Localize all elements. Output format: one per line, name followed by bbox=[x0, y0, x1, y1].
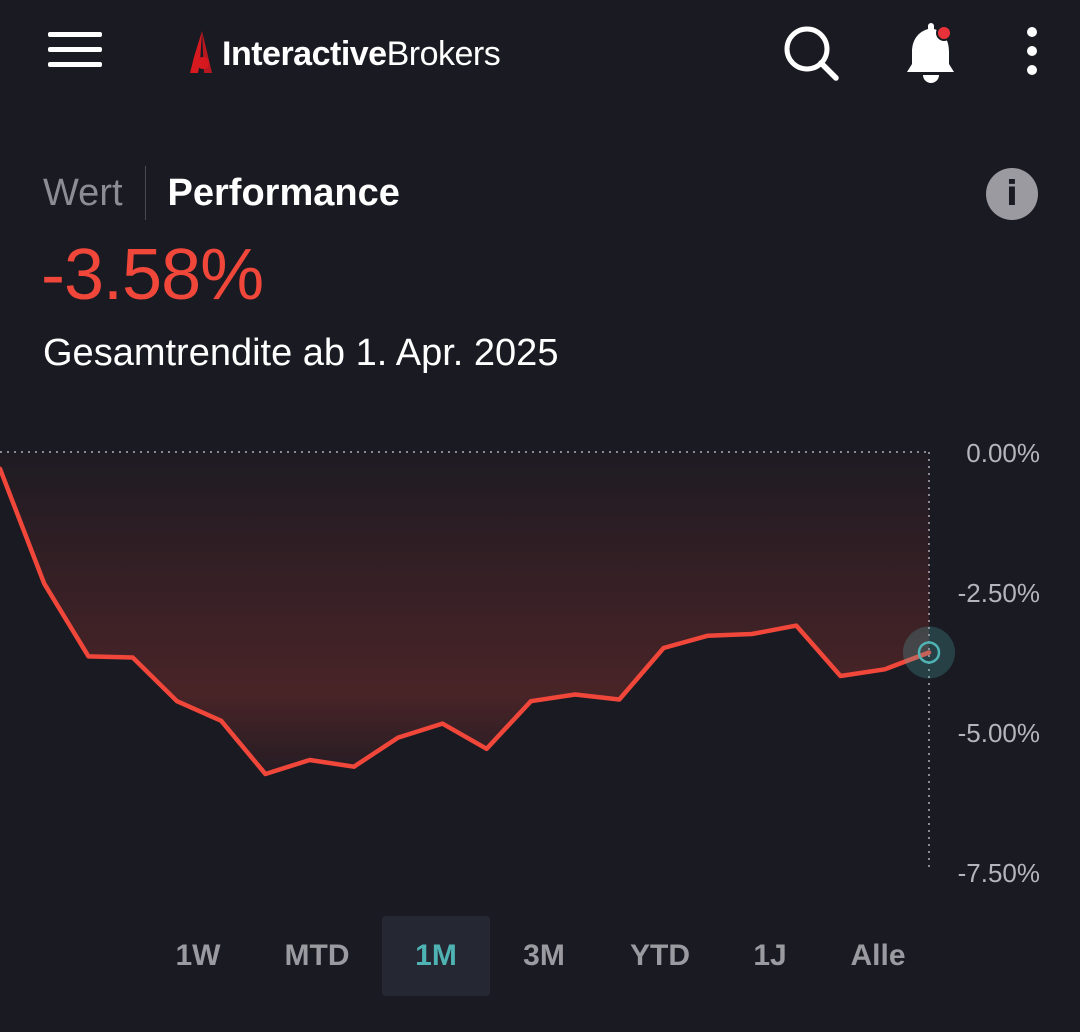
logo-mark-icon bbox=[190, 31, 212, 73]
search-icon[interactable] bbox=[780, 22, 844, 86]
series-line bbox=[0, 466, 932, 777]
y-tick-label: -5.00% bbox=[958, 718, 1040, 748]
y-tick-label: 0.00% bbox=[966, 438, 1040, 468]
tab-divider bbox=[144, 166, 146, 220]
bell-icon[interactable] bbox=[898, 22, 962, 86]
range-mtd[interactable]: MTD bbox=[284, 939, 350, 972]
logo-text-regular: Brokers bbox=[386, 34, 501, 73]
menu-icon[interactable] bbox=[44, 28, 104, 74]
tab-wert[interactable]: Wert bbox=[43, 171, 123, 214]
range-3m[interactable]: 3M bbox=[523, 939, 565, 972]
view-tabs: Wert Performance bbox=[43, 165, 400, 221]
performance-subtitle: Gesamtrendite ab 1. Apr. 2025 bbox=[43, 332, 559, 374]
y-tick-label: -2.50% bbox=[958, 578, 1040, 608]
top-bar: InteractiveBrokers bbox=[0, 0, 1080, 110]
range-1m[interactable]: 1M bbox=[382, 916, 490, 996]
time-range-selector: 1W MTD 1M 3M YTD 1J Alle bbox=[0, 916, 1080, 996]
performance-value: -3.58% bbox=[41, 235, 264, 315]
range-alle[interactable]: Alle bbox=[850, 939, 906, 972]
current-point-marker bbox=[917, 641, 941, 664]
logo-text: InteractiveBrokers bbox=[222, 34, 501, 74]
tab-performance[interactable]: Performance bbox=[167, 171, 400, 214]
series-area bbox=[0, 452, 929, 774]
notification-dot bbox=[936, 25, 952, 41]
performance-chart[interactable]: 0.00% -2.50% -5.00% -7.50% bbox=[0, 420, 1080, 900]
more-vertical-icon[interactable] bbox=[1014, 22, 1054, 86]
logo: InteractiveBrokers bbox=[186, 26, 501, 82]
range-1w[interactable]: 1W bbox=[175, 939, 221, 972]
y-tick-label: -7.50% bbox=[958, 858, 1040, 888]
logo-text-bold: Interactive bbox=[222, 34, 387, 73]
info-icon[interactable]: i bbox=[986, 168, 1038, 220]
range-ytd[interactable]: YTD bbox=[630, 939, 690, 972]
current-point-halo bbox=[903, 626, 955, 679]
range-1j[interactable]: 1J bbox=[753, 939, 787, 972]
